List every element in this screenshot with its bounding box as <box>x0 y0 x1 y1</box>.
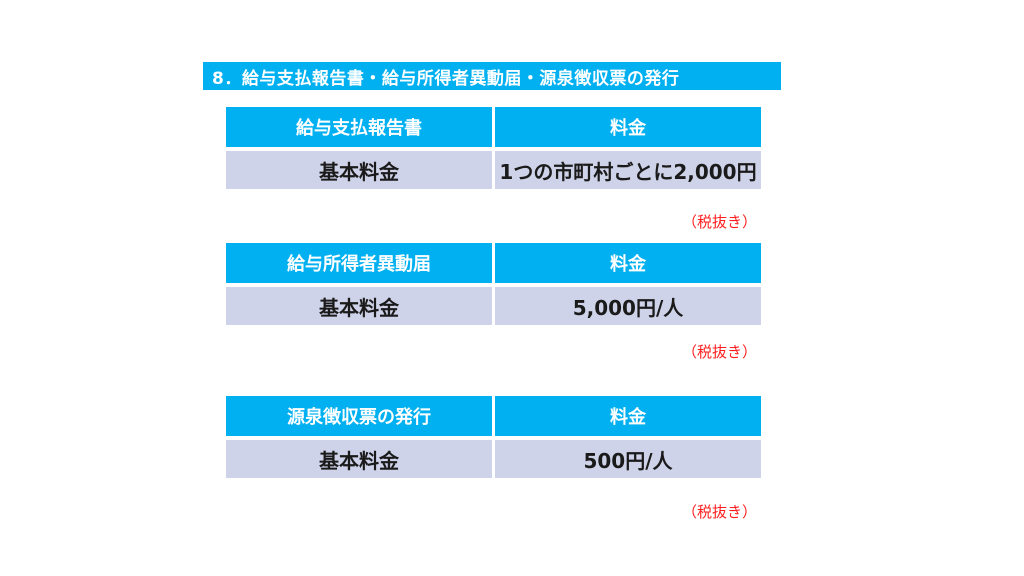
tax-note-1: （税抜き） <box>681 213 757 231</box>
table-salary-payment-report: 給与支払報告書 料金 基本料金 1つの市町村ごとに2,000円 <box>226 107 761 189</box>
slide-title: 8．給与支払報告書・給与所得者異動届・源泉徴収票の発行 <box>212 68 680 89</box>
tax-note-2: （税抜き） <box>681 343 757 361</box>
table3-row-value: 500円/人 <box>495 440 761 478</box>
table2-header-fee: 料金 <box>495 243 761 283</box>
table1-header-item: 給与支払報告書 <box>226 107 492 147</box>
table2-row-label: 基本料金 <box>226 287 492 325</box>
slide-title-bar: 8．給与支払報告書・給与所得者異動届・源泉徴収票の発行 <box>203 62 781 90</box>
table-withholding-slip-issuance: 源泉徴収票の発行 料金 基本料金 500円/人 <box>226 396 761 478</box>
tax-note-3: （税抜き） <box>681 503 757 521</box>
table1-row-value: 1つの市町村ごとに2,000円 <box>495 151 761 189</box>
table1-header-fee: 料金 <box>495 107 761 147</box>
table2-header-item: 給与所得者異動届 <box>226 243 492 283</box>
table3-header-fee: 料金 <box>495 396 761 436</box>
table1-row-label: 基本料金 <box>226 151 492 189</box>
table3-row-label: 基本料金 <box>226 440 492 478</box>
table-employee-transfer-notice: 給与所得者異動届 料金 基本料金 5,000円/人 <box>226 243 761 325</box>
table2-row-value: 5,000円/人 <box>495 287 761 325</box>
table3-header-item: 源泉徴収票の発行 <box>226 396 492 436</box>
